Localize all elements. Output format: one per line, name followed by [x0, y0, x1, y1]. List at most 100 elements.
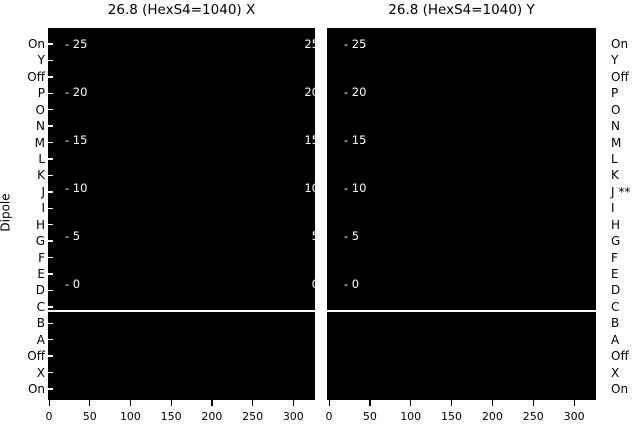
x-axis-tick-label: 300 [282, 410, 304, 423]
y-edge-tick [48, 158, 53, 160]
y-axis-label-left: B [36, 316, 45, 331]
y-axis-label-left: Off [27, 349, 45, 364]
y-edge-tick [48, 289, 53, 292]
y-edge-tick [48, 125, 53, 127]
inner-y-tick-label-clipped: 5 [312, 228, 315, 244]
y-axis-label-left: X [36, 365, 45, 380]
y-edge-tick [48, 322, 53, 325]
inner-y-tick-label-clipped: 20 [304, 85, 315, 99]
x-axis-tick-label: 250 [522, 410, 544, 423]
divider-line [327, 309, 596, 312]
panel-y-plot-area: - 25 - 20 - 15 - 10 - 5 - 0 [327, 28, 596, 400]
inner-y-tick-label-clipped: 25 [304, 37, 315, 51]
y-edge-tick [48, 306, 53, 308]
y-edge-tick [48, 141, 53, 144]
y-axis-label-right: J ** [611, 184, 631, 199]
x-axis-tick-label: 300 [563, 410, 585, 423]
y-axis-label-right: E [611, 267, 619, 281]
panel-x-title: 26.8 (HexS4=1040) X [107, 2, 256, 18]
inner-y-tick-label: - 25 [65, 37, 88, 51]
x-axis-tick [573, 400, 575, 406]
x-axis-tick-label: 200 [201, 410, 223, 423]
x-axis-tick [369, 400, 371, 406]
x-axis-tick-label: 0 [45, 410, 53, 423]
y-axis-label-right: D [611, 283, 621, 298]
inner-y-tick-label-clipped: 0 [312, 276, 315, 292]
divider-line [48, 309, 315, 312]
y-edge-tick [48, 43, 53, 45]
x-axis-tick [328, 400, 330, 406]
y-edge-tick [48, 207, 53, 210]
x-axis-tick [292, 400, 294, 406]
y-axis-label-left: K [37, 168, 45, 183]
inner-y-tick-label: - 15 [65, 133, 88, 147]
y-axis-label-right: O [611, 102, 621, 117]
y-axis-label-right: I [611, 201, 615, 216]
y-edge-tick [48, 240, 53, 242]
y-edge-tick [48, 338, 53, 341]
y-axis-label-right: On [611, 37, 629, 51]
y-axis-label-right: On [611, 382, 629, 396]
y-axis-label-right: A [611, 332, 620, 347]
y-axis-label-right: K [611, 168, 619, 183]
y-axis-label-right: M [611, 135, 622, 150]
x-axis-tick-label: 0 [325, 410, 333, 423]
x-axis-tick [451, 400, 453, 406]
y-axis-label-right: F [611, 250, 618, 265]
y-axis-label-left: G [35, 234, 45, 249]
inner-y-tick-label: - 5 [65, 229, 81, 243]
y-axis-label-right: P [611, 86, 619, 101]
inner-y-tick-label: - 20 [344, 85, 367, 99]
y-edge-tick [48, 355, 53, 357]
inner-y-tick-label: - 20 [65, 85, 88, 99]
y-axis-label-left: L [38, 152, 45, 166]
y-axis-label-left: J [41, 184, 45, 199]
x-axis-tick-label: 150 [160, 410, 182, 423]
y-edge-tick [48, 273, 53, 275]
panel-x-plot-area: - 25 - 20 - 15 - 10 - 5 - 0 25 20 15 10 5 0 [48, 28, 315, 400]
y-axis-label-left: D [35, 283, 45, 298]
y-axis-label-left: A [36, 332, 45, 347]
inner-y-tick-label: - 5 [344, 229, 360, 243]
y-edge-tick [48, 59, 53, 62]
y-edge-tick [48, 388, 53, 390]
inner-y-tick-label: - 25 [344, 37, 367, 51]
y-edge-tick [48, 223, 53, 226]
y-axis-label-left: E [37, 267, 45, 281]
y-axis-label-right: N [611, 119, 620, 134]
inner-y-tick-label: - 0 [65, 277, 81, 291]
y-axis-label-left: On [27, 37, 45, 51]
y-axis-label-right: Off [611, 69, 629, 84]
inner-y-tick-label: - 10 [344, 181, 367, 195]
x-axis-tick [491, 400, 494, 406]
x-axis-tick-label: 250 [242, 410, 264, 423]
y-axis-label-right: C [611, 299, 620, 314]
x-axis-tick [129, 400, 132, 406]
x-axis-tick [252, 400, 254, 406]
y-axis-label-left: O [35, 102, 45, 117]
y-edge-tick [48, 174, 53, 177]
x-axis-tick [211, 400, 213, 406]
x-axis-tick [532, 400, 534, 406]
y-axis-label-left: M [34, 135, 45, 150]
y-axis-label-left: H [35, 217, 45, 232]
y-axis-label-right: H [611, 217, 621, 232]
inner-y-tick-label: - 0 [344, 277, 360, 291]
y-axis-label-left: Off [27, 69, 45, 84]
panel-y-title: 26.8 (HexS4=1040) Y [388, 2, 535, 18]
y-edge-tick [48, 76, 53, 78]
x-axis-tick [48, 400, 50, 406]
inner-y-tick-label-clipped: 10 [304, 181, 315, 195]
x-axis-tick [170, 400, 172, 406]
x-axis-tick [89, 400, 91, 406]
y-axis-label-left: I [41, 201, 45, 216]
x-axis-tick-label: 100 [400, 410, 422, 423]
y-axis-label-left: P [37, 86, 45, 101]
y-edge-tick [48, 191, 53, 193]
y-axis-label-right: L [611, 152, 618, 166]
inner-y-tick-label-clipped: 15 [304, 133, 315, 147]
y-axis-label-left: C [36, 299, 45, 314]
y-edge-tick [48, 256, 53, 259]
x-axis-tick-label: 50 [82, 410, 97, 423]
